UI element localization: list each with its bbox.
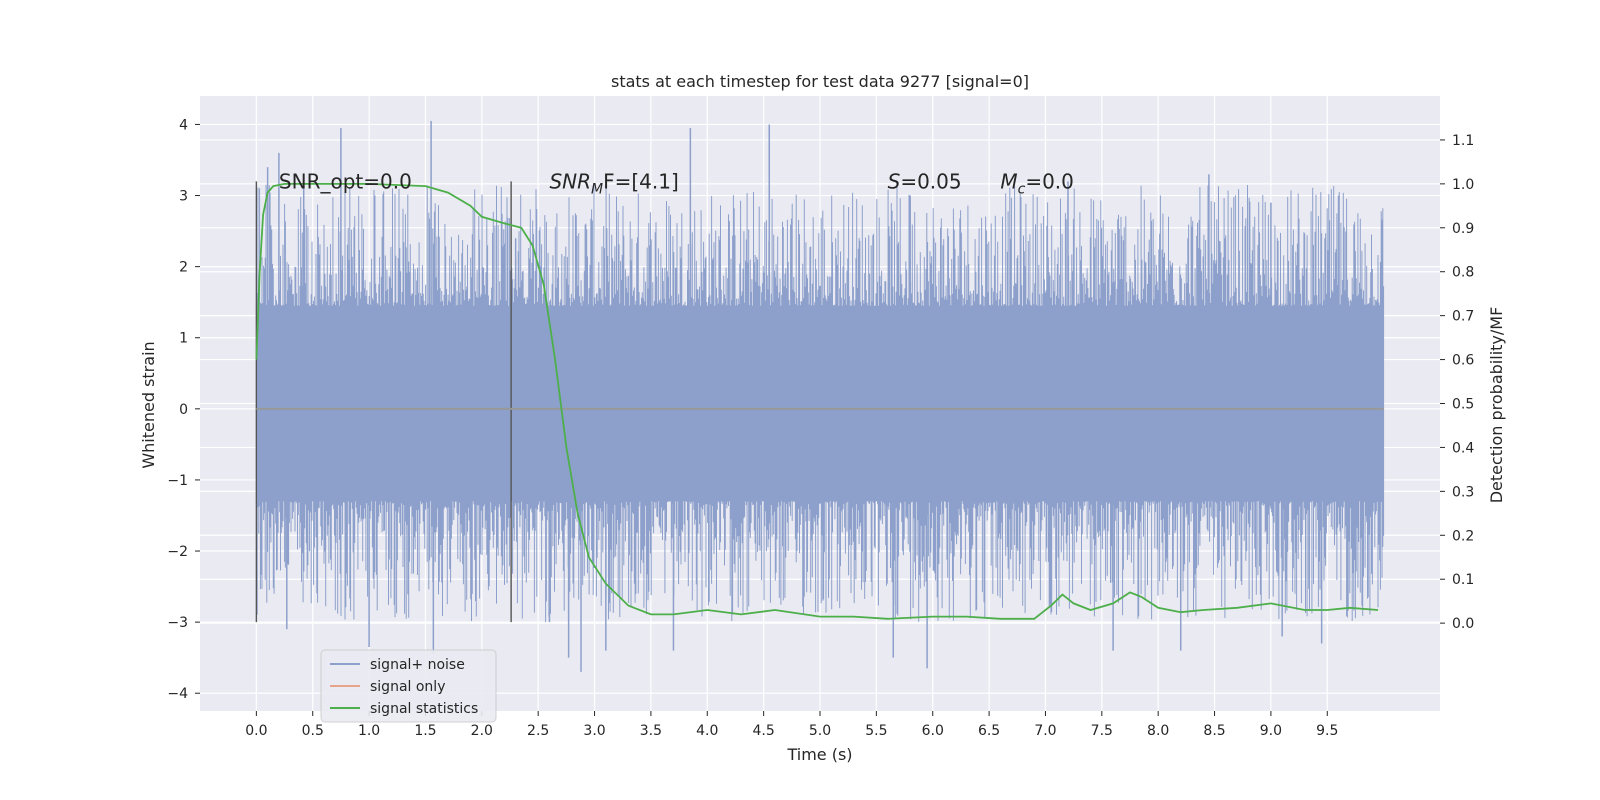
right-y-axis-ticks: 0.0 0.1 0.2 0.3 0.4 0.5 0.6 0.7 0.8 0.9 1.0 1.1 [1440, 133, 1474, 632]
x-tick-label: 2.5 [527, 723, 549, 739]
x-tick-label: 4.0 [696, 723, 718, 739]
y-tick-label: 3 [179, 189, 188, 205]
right-y-tick-label: 0.4 [1452, 440, 1474, 456]
right-y-tick-label: 1.0 [1452, 177, 1474, 193]
right-y-tick-label: 0.2 [1452, 528, 1474, 544]
y-tick-label: 2 [179, 260, 188, 276]
x-tick-label: 5.0 [809, 723, 831, 739]
y-tick-label: −2 [167, 544, 188, 560]
legend-box [320, 649, 497, 723]
x-tick-label: 7.5 [1091, 723, 1113, 739]
x-tick-label: 1.5 [414, 723, 436, 739]
annotation-3: S=0.05 [888, 169, 962, 193]
y-axis-title: Whitened strain [139, 341, 158, 468]
chart-title: stats at each timestep for test data 927… [611, 72, 1029, 91]
annotation-2: SNRMF=[4.1] [549, 169, 678, 197]
x-tick-label: 7.0 [1034, 723, 1056, 739]
x-tick-label: 2.0 [471, 723, 493, 739]
x-tick-label: 1.0 [358, 723, 380, 739]
x-tick-label: 3.5 [640, 723, 662, 739]
x-axis-ticks: 0.0 0.5 1.0 1.5 2.0 2.5 3.0 3.5 4.0 4.5 5.0 5.5 6.0 6… [245, 711, 1338, 739]
x-tick-label: 8.0 [1147, 723, 1169, 739]
right-y-tick-label: 0.5 [1452, 397, 1474, 413]
y-tick-label: 0 [179, 402, 188, 418]
x-tick-label: 4.5 [753, 723, 775, 739]
y-tick-label: 4 [179, 117, 188, 133]
x-tick-label: 0.5 [302, 723, 324, 739]
y-tick-label: 1 [179, 331, 188, 347]
right-y-tick-label: 0.6 [1452, 353, 1474, 369]
signal-noise-series [255, 120, 1385, 672]
y-axis-ticks: −4 −3 −2 −1 0 1 2 3 4 [167, 117, 200, 702]
right-y-tick-label: 0.8 [1452, 265, 1474, 281]
x-tick-label: 6.0 [922, 723, 944, 739]
annotations: SNR_opt=0.0 SNRMF=[4.1] S=0.05 Mc=0.0 [279, 169, 1074, 197]
vertical-markers [255, 181, 512, 623]
x-tick-label: 5.5 [865, 723, 887, 739]
x-axis-title: Time (s) [786, 745, 852, 764]
annotation-1: SNR_opt=0.0 [279, 169, 412, 193]
y-tick-label: −4 [167, 686, 188, 702]
legend-label-signal-noise: signal+ noise [370, 657, 465, 673]
y-tick-label: −1 [167, 473, 188, 489]
x-tick-label: 0.0 [245, 723, 267, 739]
signal-statistics-line [255, 182, 1379, 620]
x-tick-label: 9.5 [1316, 723, 1338, 739]
y-tick-label: −3 [167, 615, 188, 631]
right-y-tick-label: 0.3 [1452, 484, 1474, 500]
right-y-tick-label: 0.9 [1452, 221, 1474, 237]
legend: signal+ noise signal only signal statist… [320, 649, 497, 723]
line-series [255, 182, 1384, 620]
legend-label-signal-statistics: signal statistics [370, 701, 478, 717]
x-tick-label: 6.5 [978, 723, 1000, 739]
right-y-axis-title: Detection probability/MF [1487, 307, 1506, 504]
x-tick-label: 8.5 [1203, 723, 1225, 739]
x-tick-label: 9.0 [1260, 723, 1282, 739]
annotation-4: Mc=0.0 [1000, 169, 1074, 197]
right-y-tick-label: 1.1 [1452, 133, 1474, 149]
right-y-tick-label: 0.0 [1452, 616, 1474, 632]
right-y-tick-label: 0.7 [1452, 309, 1474, 325]
right-y-tick-label: 0.1 [1452, 572, 1474, 588]
legend-label-signal-only: signal only [370, 679, 445, 695]
x-tick-label: 3.0 [583, 723, 605, 739]
